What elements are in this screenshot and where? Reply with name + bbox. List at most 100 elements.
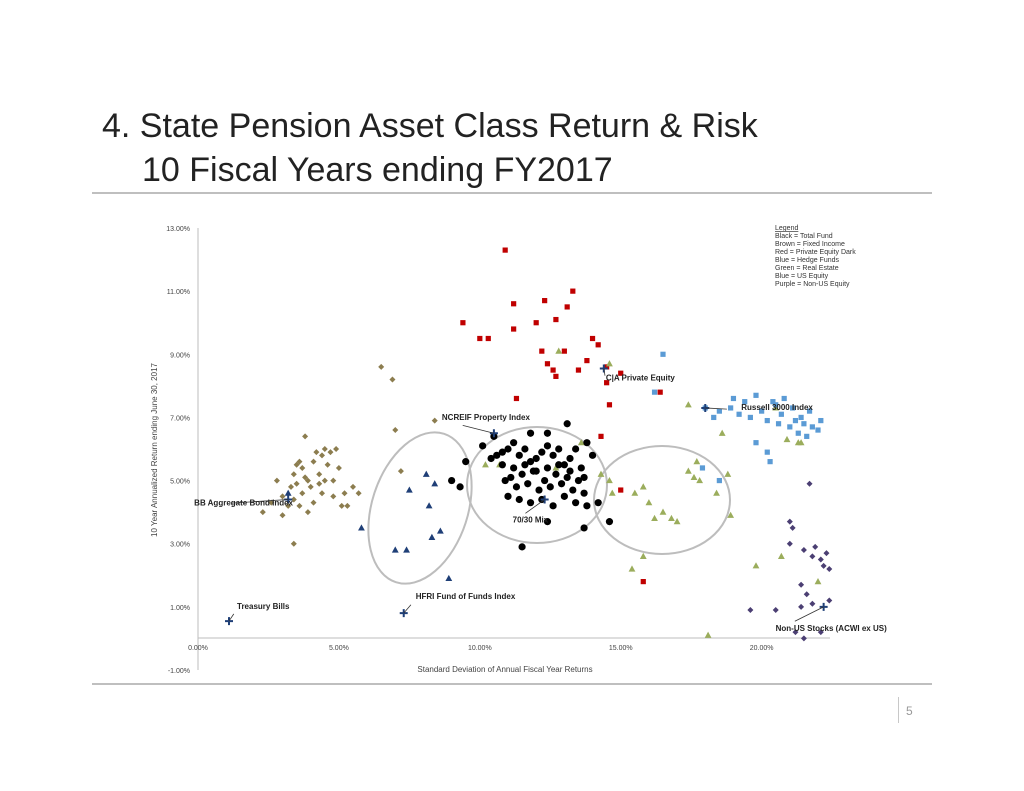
data-point-real_estate <box>752 562 760 569</box>
data-point-private_equity <box>640 579 646 585</box>
benchmark-label: 70/30 Mix <box>513 516 549 525</box>
data-point-private_equity <box>584 358 590 364</box>
data-point-total_fund <box>526 458 535 466</box>
data-point-private_equity <box>570 288 576 294</box>
data-point-real_estate <box>727 511 735 518</box>
data-point-non_us_equity <box>747 607 754 614</box>
data-point-private_equity <box>618 370 624 376</box>
data-point-total_fund <box>560 461 568 469</box>
data-point-hedge_funds <box>436 527 444 534</box>
data-point-private_equity <box>533 320 539 326</box>
data-point-fixed_income <box>313 449 320 456</box>
point-labels: Treasury Bills HFRI Fund of Funds Index NC… <box>194 364 887 633</box>
series-private_equity <box>460 247 663 585</box>
benchmark-point: Non-US Stocks (ACWI ex US) <box>776 602 887 633</box>
data-point-private_equity <box>618 487 624 493</box>
data-point-fixed_income <box>355 490 362 497</box>
benchmark-point: 70/30 Mix <box>513 495 549 525</box>
data-point-total_fund <box>448 476 456 485</box>
data-point-private_equity <box>511 301 517 307</box>
data-point-total_fund <box>572 499 580 507</box>
y-tick-label: 9.00% <box>170 352 190 359</box>
data-point-fixed_income <box>319 452 325 459</box>
data-point-total_fund <box>526 499 535 507</box>
data-point-fixed_income <box>293 480 300 487</box>
data-point-fixed_income <box>338 502 345 509</box>
data-point-total_fund <box>532 454 540 463</box>
data-point-private_equity <box>564 304 570 310</box>
ellipse-hedge-funds <box>367 431 473 585</box>
data-point-total_fund <box>555 445 563 453</box>
data-point-fixed_income <box>333 446 340 452</box>
data-point-real_estate <box>639 483 647 490</box>
data-point-total_fund <box>487 454 495 463</box>
data-point-fixed_income <box>330 477 337 484</box>
data-point-us_equity <box>775 421 782 427</box>
data-point-total_fund <box>543 429 552 437</box>
data-point-fixed_income <box>431 417 438 424</box>
data-point-non_us_equity <box>826 565 833 572</box>
data-point-fixed_income <box>397 468 404 475</box>
data-point-private_equity <box>542 298 548 304</box>
data-point-fixed_income <box>304 477 311 484</box>
data-point-total_fund <box>501 476 509 485</box>
data-point-private_equity <box>502 247 508 253</box>
x-tick-labels: 0.00% 5.00% 10.00% 15.00% 20.00% <box>188 645 773 652</box>
data-point-fixed_income <box>321 477 328 484</box>
y-tick-label: -1.00% <box>168 668 190 675</box>
y-axis-title: 10 Year Annualized Return ending June 30… <box>150 362 159 536</box>
data-point-us_equity <box>716 408 722 414</box>
benchmark-label: Russell 3000 Index <box>741 403 813 412</box>
x-tick-label: 10.00% <box>468 645 492 652</box>
data-point-fixed_income <box>310 499 317 506</box>
data-point-private_equity <box>550 367 556 373</box>
data-point-total_fund <box>518 543 526 551</box>
ellipse-real-estate <box>593 445 731 555</box>
data-point-fixed_income <box>290 540 297 547</box>
footer-divider <box>92 683 932 685</box>
data-point-total_fund <box>569 486 577 494</box>
data-point-total_fund <box>563 420 571 428</box>
y-tick-label: 5.00% <box>170 479 190 486</box>
data-point-fixed_income <box>378 363 385 370</box>
data-point-fixed_income <box>279 512 286 519</box>
data-point-us_equity <box>660 351 666 357</box>
series-hedge_funds <box>284 470 453 582</box>
slide-title: 4. State Pension Asset Class Return & Ri… <box>102 104 758 192</box>
benchmark-label: HFRI Fund of Funds Index <box>416 592 516 601</box>
data-point-us_equity <box>795 430 801 436</box>
data-point-fixed_income <box>302 433 309 440</box>
data-point-real_estate <box>684 401 692 408</box>
data-point-real_estate <box>482 461 489 468</box>
data-point-fixed_income <box>299 464 306 471</box>
data-point-real_estate <box>577 439 585 446</box>
data-point-total_fund <box>526 429 535 437</box>
data-point-private_equity <box>513 395 520 402</box>
data-point-fixed_income <box>296 502 303 509</box>
data-point-us_equity <box>767 459 773 465</box>
data-point-non_us_equity <box>792 629 799 636</box>
leader-line <box>603 368 606 376</box>
data-point-private_equity <box>657 389 663 395</box>
data-point-us_equity <box>790 405 796 411</box>
data-point-private_equity <box>589 335 596 342</box>
data-point-real_estate <box>777 552 785 559</box>
data-point-us_equity <box>801 421 807 427</box>
x-tick-label: 15.00% <box>609 645 633 652</box>
data-point-real_estate <box>631 489 639 496</box>
data-point-us_equity <box>764 417 770 424</box>
data-point-fixed_income <box>296 458 303 465</box>
legend-line: Green = Real Estate <box>775 265 839 272</box>
data-point-fixed_income <box>285 502 292 509</box>
data-point-total_fund <box>546 483 554 491</box>
data-point-fixed_income <box>321 446 328 452</box>
data-point-non_us_equity <box>786 540 793 547</box>
data-point-non_us_equity <box>772 607 779 614</box>
x-axis-title: Standard Deviation of Annual Fiscal Year… <box>417 665 592 674</box>
data-point-hedge_funds <box>405 486 413 493</box>
data-point-total_fund <box>521 461 529 469</box>
leader-line <box>462 425 495 434</box>
data-point-hedge_funds <box>431 480 439 487</box>
data-point-non_us_equity <box>803 591 810 598</box>
data-point-private_equity <box>553 373 559 379</box>
